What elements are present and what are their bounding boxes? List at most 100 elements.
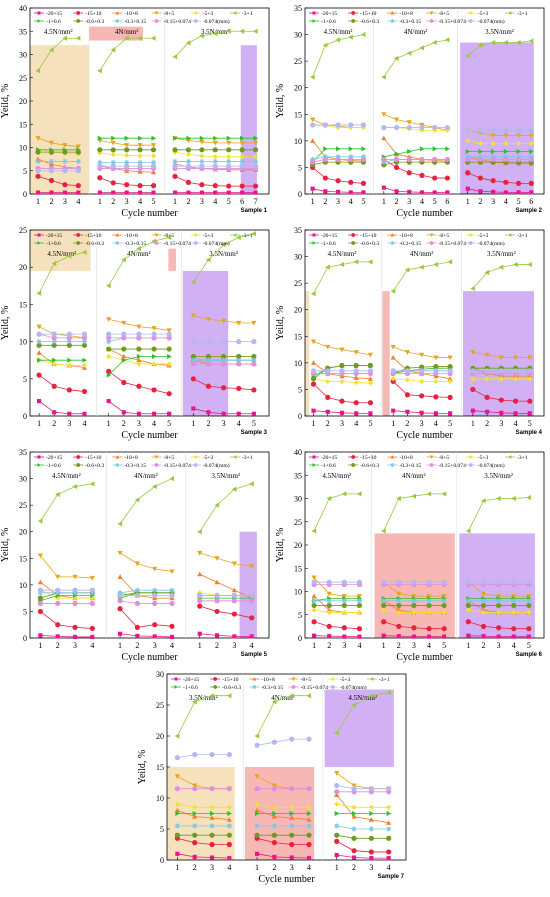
point-3-1 (426, 491, 432, 497)
point-20-15 (470, 408, 475, 413)
point-20-15 (213, 190, 218, 195)
series-line-15-10 (199, 605, 252, 619)
point-5-3 (433, 378, 439, 385)
x-tick-label: 2 (485, 419, 489, 428)
point-0-15-0-074 (190, 361, 196, 367)
point-20-15 (396, 634, 401, 639)
legend-label: -8+5 (164, 455, 175, 461)
point-0-074-mm (404, 368, 411, 374)
series-line-3-1 (177, 695, 230, 737)
x-tick-label: 5 (368, 419, 372, 428)
point-20-15 (35, 190, 41, 195)
point-5-3 (465, 138, 471, 144)
point-5-3 (325, 378, 331, 385)
point-20-15 (124, 190, 129, 195)
series-line-20-15 (336, 854, 389, 859)
legend-marker-10-8 (115, 233, 120, 237)
x-tick-label: 2 (327, 641, 331, 650)
point-3-1 (66, 253, 72, 259)
point-5-3 (419, 378, 425, 385)
point-5-3 (386, 804, 392, 810)
point-8-5 (511, 594, 517, 599)
point-20-15 (151, 411, 157, 416)
stage-label: 3.5N/mm² (209, 250, 238, 258)
legend-label: -15+10 (85, 455, 101, 461)
x-tick-label: 5 (528, 419, 532, 428)
point-8-5 (503, 133, 509, 139)
point-8-5 (151, 326, 157, 331)
legend-marker-5-3 (468, 11, 473, 15)
point-0-15-0-074 (528, 156, 534, 163)
point-0-15-0-074 (249, 598, 255, 604)
y-tick-label: 25 (19, 74, 27, 83)
point-0-074-mm (254, 742, 260, 748)
legend-marker-20-15 (37, 233, 41, 237)
point-5-3 (441, 609, 447, 616)
legend-marker-0-074-mm (193, 19, 198, 23)
point-3-1 (515, 39, 521, 46)
point-0-3-0-15 (348, 154, 354, 160)
point-3-1 (36, 290, 42, 296)
x-tick-label: 2 (206, 419, 210, 428)
point-15-10 (166, 391, 172, 397)
legend-marker-0-3-0-15 (390, 463, 395, 467)
point-15-10 (465, 619, 471, 625)
point-10-8 (386, 820, 392, 825)
point-5-3 (390, 376, 396, 382)
point-1-0-6 (491, 148, 496, 155)
point-15-10 (432, 175, 438, 181)
point-8-5 (334, 771, 340, 776)
legend-marker-0-15-0-074 (429, 463, 434, 467)
legend-label: -3+1 (517, 11, 528, 17)
x-tick-label: 2 (395, 197, 399, 206)
point-8-5 (236, 320, 242, 326)
point-0-6-0-3 (124, 147, 130, 153)
x-tick-label: 1 (471, 419, 475, 428)
point-15-10 (197, 603, 203, 609)
x-tick-label: 4 (90, 641, 94, 650)
point-10-8 (117, 574, 123, 579)
point-20-15 (272, 854, 277, 859)
point-20-15 (251, 411, 256, 416)
x-tick-label: 1 (118, 641, 122, 650)
legend-label: -15+10 (222, 677, 238, 683)
point-3-1 (322, 42, 328, 48)
point-0-3-0-15 (209, 823, 215, 829)
panel-3: 0 5 10 15 20 25 1 2 3 4 4.5N/mm² 1 2 3 4 5 4N/mm² 1 2 3 4 5 3.… (0, 226, 270, 441)
point-15-10 (360, 180, 367, 186)
stage-label: 3.5N/mm² (487, 250, 516, 258)
point-8-5 (121, 320, 127, 326)
point-15-10 (62, 182, 68, 188)
stage-label: 4.5N/mm² (52, 472, 81, 480)
legend-marker-20-15 (312, 11, 316, 15)
point-3-1 (97, 68, 102, 74)
point-3-1 (484, 269, 490, 276)
point-15-10 (172, 173, 178, 179)
point-8-5 (48, 140, 55, 146)
point-0-6-0-3 (289, 832, 295, 838)
point-0-074-mm (271, 739, 277, 745)
point-15-10 (231, 611, 237, 617)
point-15-10 (136, 383, 142, 389)
point-1-0-6 (306, 810, 312, 817)
point-0-074-mm (51, 331, 57, 337)
point-0-074-mm (151, 331, 157, 337)
point-20-15 (67, 411, 72, 416)
legend-label: -0.15+0.074 (439, 463, 467, 469)
point-3-1 (512, 261, 518, 268)
point-5-3 (339, 378, 345, 385)
legend-label: -8+5 (164, 11, 175, 17)
x-tick-label: 5 (527, 641, 531, 650)
legend-marker-10-8 (252, 677, 257, 681)
point-0-6-0-3 (353, 362, 359, 369)
point-1-0-6 (82, 357, 88, 363)
point-8-5 (411, 594, 417, 599)
point-0-3-0-15 (239, 158, 245, 165)
point-3-1 (226, 693, 232, 699)
point-3-1 (396, 495, 401, 502)
point-5-3 (334, 801, 340, 807)
point-8-5 (512, 355, 519, 361)
point-0-3-0-15 (106, 339, 112, 345)
point-0-3-0-15 (335, 154, 341, 160)
point-0-074-mm (386, 786, 392, 792)
